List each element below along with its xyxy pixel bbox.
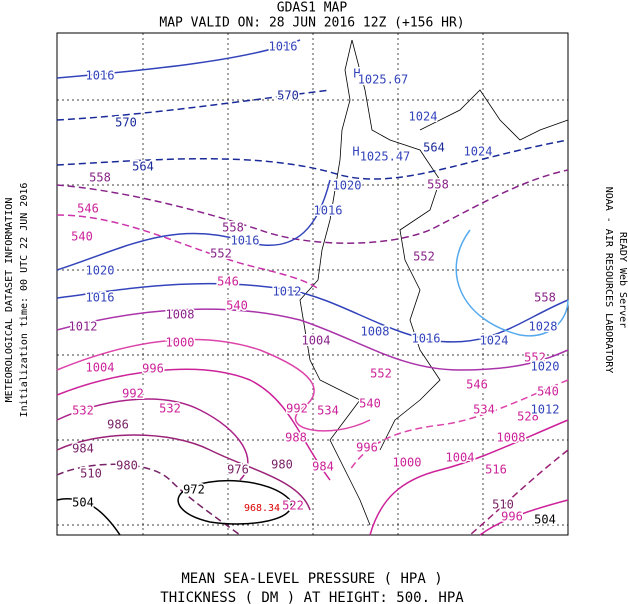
contour-label: 546 [466,378,488,392]
contour-label: 996 [142,362,164,376]
contour-label: 1004 [86,361,115,375]
right-title: NOAA - AIR RESOURCES LABORATORY [603,187,614,374]
contour-label: 564 [423,141,445,155]
contour-label: 540 [537,385,559,399]
contour-label: 558 [89,171,111,185]
contour-label: 996 [356,441,378,455]
contour-label: 558 [427,178,449,192]
left-info: Initialization time: 00 UTC 22 JUN 2016 [19,183,30,418]
contour-label: 552 [210,247,232,261]
contour-label: 534 [317,404,339,418]
contour-label: H [352,145,359,159]
contour-label: 1016 [86,291,115,305]
contour-label: 552 [524,351,546,365]
contour-label: 996 [501,510,523,524]
contour-label: 504 [72,496,94,510]
contour-label: 540 [226,299,248,313]
contour-label: 552 [413,250,435,264]
contour-label: 1028 [529,320,558,334]
contour-label: 984 [312,460,334,474]
contour-label: 1016 [86,69,115,83]
contour-label: 972 [183,483,205,497]
contour-label: 1024 [480,334,509,348]
contour-label: 976 [227,463,249,477]
contour-label: 564 [132,160,154,174]
contour-label: 1024 [409,110,438,124]
contour-label: 980 [116,459,138,473]
contour-label: 1000 [393,456,422,470]
contour-label: 1004 [302,334,331,348]
right-info: READY Web Server [617,232,628,328]
contour-label: 1012 [273,285,302,299]
contour-label: 1025.47 [360,150,411,164]
contour-label: 534 [473,403,495,417]
contour-label: 984 [72,442,94,456]
contour-label: 558 [534,291,556,305]
footer-line1: MEAN SEA-LEVEL PRESSURE ( HPA ) [181,571,442,587]
contour-label: 558 [222,221,244,235]
contour-label: 1020 [531,360,560,374]
contour-label: 528 [517,410,539,424]
contour-label: 1016 [412,332,441,346]
contour-label: 1008 [361,325,390,339]
contour-label: 968.34 [244,503,280,514]
contour-label: 986 [107,418,129,432]
contour-label: 980 [271,458,293,472]
contour-label: 510 [492,498,514,512]
contour-label: 532 [72,404,94,418]
contour-label: H [353,67,360,81]
contour-label: 510 [80,467,102,481]
contour-label: 546 [77,202,99,216]
contour-label: 1024 [464,145,493,159]
contour-label: 1012 [531,403,560,417]
contour-label: 546 [217,275,239,289]
contour-label: 540 [359,397,381,411]
contour-label: 1016 [231,234,260,248]
contour-label: 1020 [86,264,115,278]
footer-line2: THICKNESS ( DM ) AT HEIGHT: 500. HPA [160,590,464,604]
title: GDAS1 MAP [277,1,348,16]
contour-label: 1008 [497,431,526,445]
contour-label: 1012 [69,320,98,334]
contour-label: 1020 [333,179,362,193]
coastline [299,39,569,526]
contour-label: 532 [159,402,181,416]
contour-label: 992 [286,402,308,416]
contour-label: 570 [115,116,137,130]
contour-label: 1016 [314,204,343,218]
contour-label: 540 [71,230,93,244]
contour-label: 522 [282,499,304,513]
contour-label: 988 [285,431,307,445]
contour-label: 1008 [166,308,195,322]
contour-label: 1025.67 [358,73,409,87]
contour-label: 516 [485,463,507,477]
contour-label: 992 [122,387,144,401]
subtitle: MAP VALID ON: 28 JUN 2016 12Z (+156 HR) [159,16,464,31]
left-title: METEOROLOGICAL DATASET INFORMATION [4,198,15,403]
contour-label: 504 [534,513,556,527]
contour-label: 552 [370,367,392,381]
contour-label: 1016 [269,40,298,54]
contour-label: 1004 [446,451,475,465]
map-frame [56,32,569,536]
contour-label: 1000 [166,336,195,350]
contour-label: 570 [277,89,299,103]
